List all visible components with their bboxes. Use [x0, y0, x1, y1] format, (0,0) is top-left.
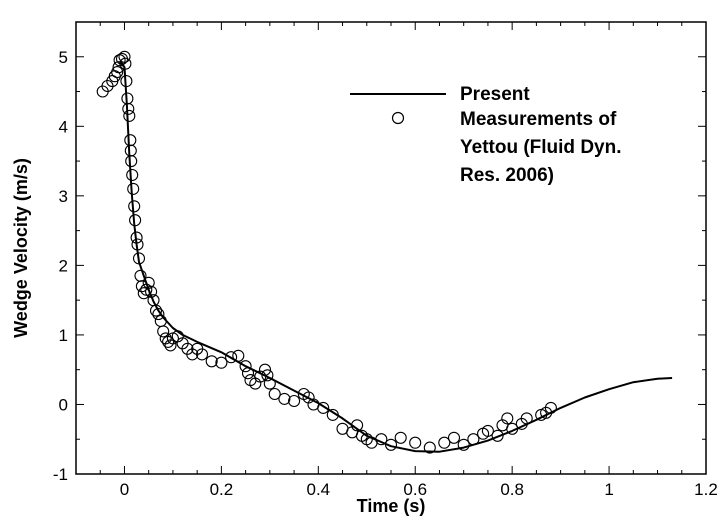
data-point-measurement [120, 75, 133, 88]
data-point-measurement [261, 369, 274, 382]
data-point-measurement [423, 441, 436, 454]
data-point-measurement [506, 422, 519, 435]
data-point-measurement [491, 429, 504, 442]
data-point-measurement [142, 276, 155, 289]
series-layer [96, 50, 673, 454]
data-point-measurement [394, 431, 407, 444]
y-tick-label: 0 [59, 395, 68, 414]
data-point-measurement [132, 252, 146, 265]
axis-ticks [75, 21, 707, 475]
data-point-measurement [263, 377, 276, 390]
data-point-measurement [122, 102, 135, 115]
data-point-measurement [119, 57, 132, 70]
data-point-measurement [135, 280, 148, 293]
legend: Present Measurements of Yettou (Fluid Dy… [350, 84, 622, 186]
data-point-measurement [126, 168, 139, 182]
x-tick-label: 0.4 [306, 480, 330, 499]
legend-label-measurements-3: Res. 2006) [460, 165, 554, 186]
data-point-measurement [111, 66, 124, 79]
data-point-measurement [241, 367, 255, 380]
x-tick-label: 1 [604, 480, 613, 499]
data-point-measurement [544, 401, 557, 414]
data-point-measurement [152, 308, 165, 321]
y-tick-labels: -1 0 1 2 3 4 5 [53, 48, 68, 484]
data-point-measurement [127, 182, 140, 195]
data-point-measurement [164, 339, 177, 352]
data-point-measurement [125, 155, 138, 168]
data-point-measurement [288, 394, 301, 408]
y-tick-label: 4 [59, 117, 68, 136]
data-point-measurement [384, 438, 398, 451]
data-point-measurement [225, 351, 238, 364]
data-point-measurement [326, 408, 339, 421]
legend-circle-swatch [391, 111, 405, 125]
x-tick-label: 0.6 [403, 480, 427, 499]
x-tick-label: 0.8 [500, 480, 524, 499]
legend-label-measurements-1: Measurements of [460, 109, 617, 130]
legend-label-present: Present [460, 84, 530, 105]
y-tick-label: 2 [59, 256, 68, 275]
x-tick-label: 0.2 [210, 480, 234, 499]
data-point-measurement [118, 50, 131, 63]
data-point-measurement [438, 436, 451, 449]
data-point-measurement [457, 438, 470, 451]
x-axis-title: Time (s) [357, 496, 426, 516]
data-point-measurement [149, 304, 163, 317]
data-point-measurement [215, 356, 228, 369]
data-point-measurement [268, 387, 281, 401]
data-point-measurement [375, 433, 388, 446]
y-tick-label: 1 [59, 326, 68, 345]
plot-frame [75, 21, 707, 475]
data-point-measurement [351, 419, 364, 432]
data-point-measurement [232, 349, 245, 362]
legend-label-measurements-2: Yettou (Fluid Dyn. [460, 137, 622, 158]
data-point-measurement [124, 144, 137, 157]
data-point-measurement [101, 79, 114, 93]
data-point-measurement [481, 424, 494, 437]
data-point-measurement [137, 287, 150, 300]
data-point-measurement [112, 61, 125, 74]
data-point-measurement [195, 348, 209, 361]
data-point-measurement [128, 200, 141, 213]
data-point-measurement [540, 406, 553, 419]
data-point-measurement [278, 392, 291, 405]
data-point-measurement [467, 433, 480, 446]
data-point-measurement [157, 325, 170, 338]
y-tick-label: 5 [59, 48, 68, 67]
data-point-measurement [447, 431, 461, 444]
data-point-measurement [520, 412, 533, 425]
y-tick-label: -1 [53, 465, 68, 484]
x-tick-label: 0 [120, 480, 129, 499]
x-tick-labels: 0 0.2 0.4 0.6 0.8 1 1.2 [120, 480, 718, 499]
data-point-measurement [205, 355, 218, 368]
data-point-measurement [131, 238, 144, 251]
data-point-measurement [258, 363, 272, 376]
data-point-measurement [124, 134, 137, 147]
x-tick-label: 1.2 [694, 480, 718, 499]
data-point-measurement [501, 412, 514, 425]
y-tick-label: 3 [59, 187, 68, 206]
data-point-measurement [317, 401, 330, 414]
data-point-measurement [123, 109, 136, 122]
data-point-measurement [239, 360, 252, 373]
data-point-measurement [154, 314, 167, 328]
data-point-measurement [145, 285, 158, 298]
data-point-measurement [129, 214, 142, 227]
data-point-measurement [130, 231, 143, 244]
data-point-measurement [409, 436, 422, 449]
y-axis-title: Wedge Velocity (m/s) [11, 158, 31, 338]
